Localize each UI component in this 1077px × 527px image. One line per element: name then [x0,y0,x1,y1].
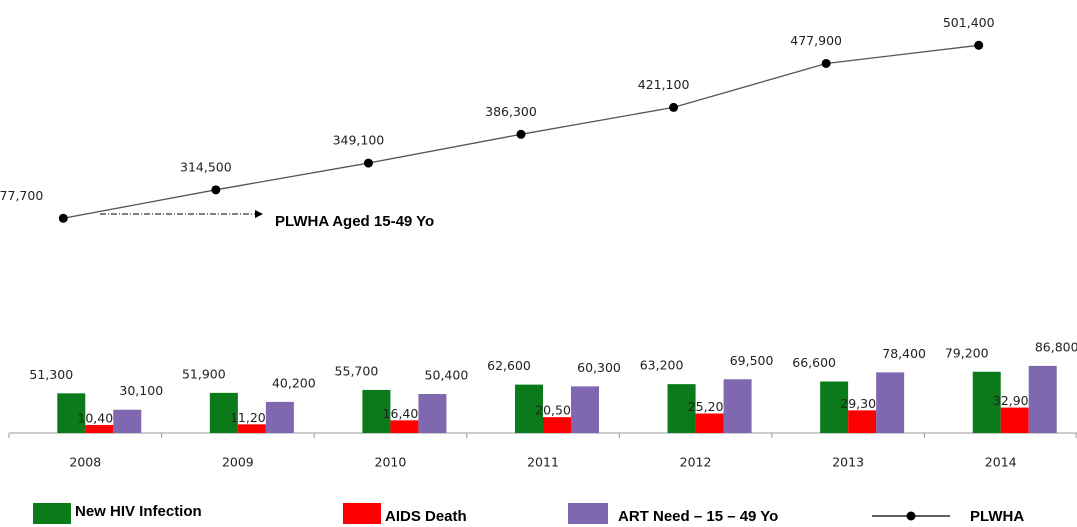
legend-label: New HIV Infection [75,503,202,520]
data-label: 51,300 [29,367,73,382]
bar [362,389,391,433]
line-point [669,102,679,112]
line-point [211,185,221,195]
data-label: 477,900 [790,33,842,48]
data-label: 20,500 [535,403,579,418]
bar [667,384,696,433]
bar [515,384,543,433]
bar [57,393,86,433]
bar [390,420,419,433]
data-label: 55,700 [335,363,379,378]
bar [1000,407,1029,433]
data-label: 277,700 [0,188,43,203]
data-label: 50,400 [425,368,469,383]
bar [237,424,266,433]
data-label: 51,900 [182,366,226,381]
data-label: 421,100 [638,77,690,92]
bar [571,386,599,433]
legend-label: AIDS Death [385,508,467,525]
data-label: 501,400 [943,15,995,30]
bar [418,394,447,433]
line-point [821,58,831,68]
legend-swatch [33,503,71,524]
line-point [58,213,68,223]
line-point [516,129,526,139]
legend-label: PLWHA [970,508,1024,525]
data-label: 32,900 [993,393,1037,408]
x-tick-label: 2009 [222,455,254,470]
bar [543,417,571,433]
x-tick-label: 2008 [69,455,101,470]
line-point [363,158,373,168]
bar [209,392,238,433]
data-label: 69,500 [730,353,774,368]
data-label: 25,200 [688,399,732,414]
bar [265,401,294,433]
data-label: 66,600 [792,355,836,370]
bar [723,379,752,433]
bar [876,372,905,433]
x-tick-label: 2013 [832,455,864,470]
data-label: 349,100 [333,133,385,148]
bar [695,413,724,433]
data-label: 30,100 [119,383,163,398]
data-label: 29,300 [840,396,884,411]
bar [972,371,1001,433]
data-label: 10,400 [77,410,121,425]
x-tick-label: 2014 [985,455,1017,470]
data-label: 86,800 [1035,339,1077,354]
data-label: 60,300 [577,360,621,375]
legend-label: ART Need – 15 – 49 Yo [618,508,778,525]
bar [820,381,849,433]
bar [113,409,142,433]
data-label: 62,600 [487,358,531,373]
annotation: PLWHA Aged 15-49 Yo [275,213,434,230]
data-label: 386,300 [485,104,537,119]
data-label: 314,500 [180,159,232,174]
data-label: 78,400 [882,346,926,361]
line-point [974,40,984,50]
bar [85,424,114,433]
x-tick-label: 2011 [527,455,559,470]
x-tick-label: 2012 [680,455,712,470]
data-label: 79,200 [945,345,989,360]
data-label: 11,200 [230,410,274,425]
legend-swatch [568,503,608,524]
data-label: 63,200 [640,358,684,373]
bar [848,410,877,433]
legend-swatch [343,503,381,524]
data-label: 40,200 [272,375,316,390]
x-tick-label: 2010 [375,455,407,470]
bar [1028,365,1057,433]
legend-marker [906,511,916,521]
data-label: 16,400 [383,406,427,421]
